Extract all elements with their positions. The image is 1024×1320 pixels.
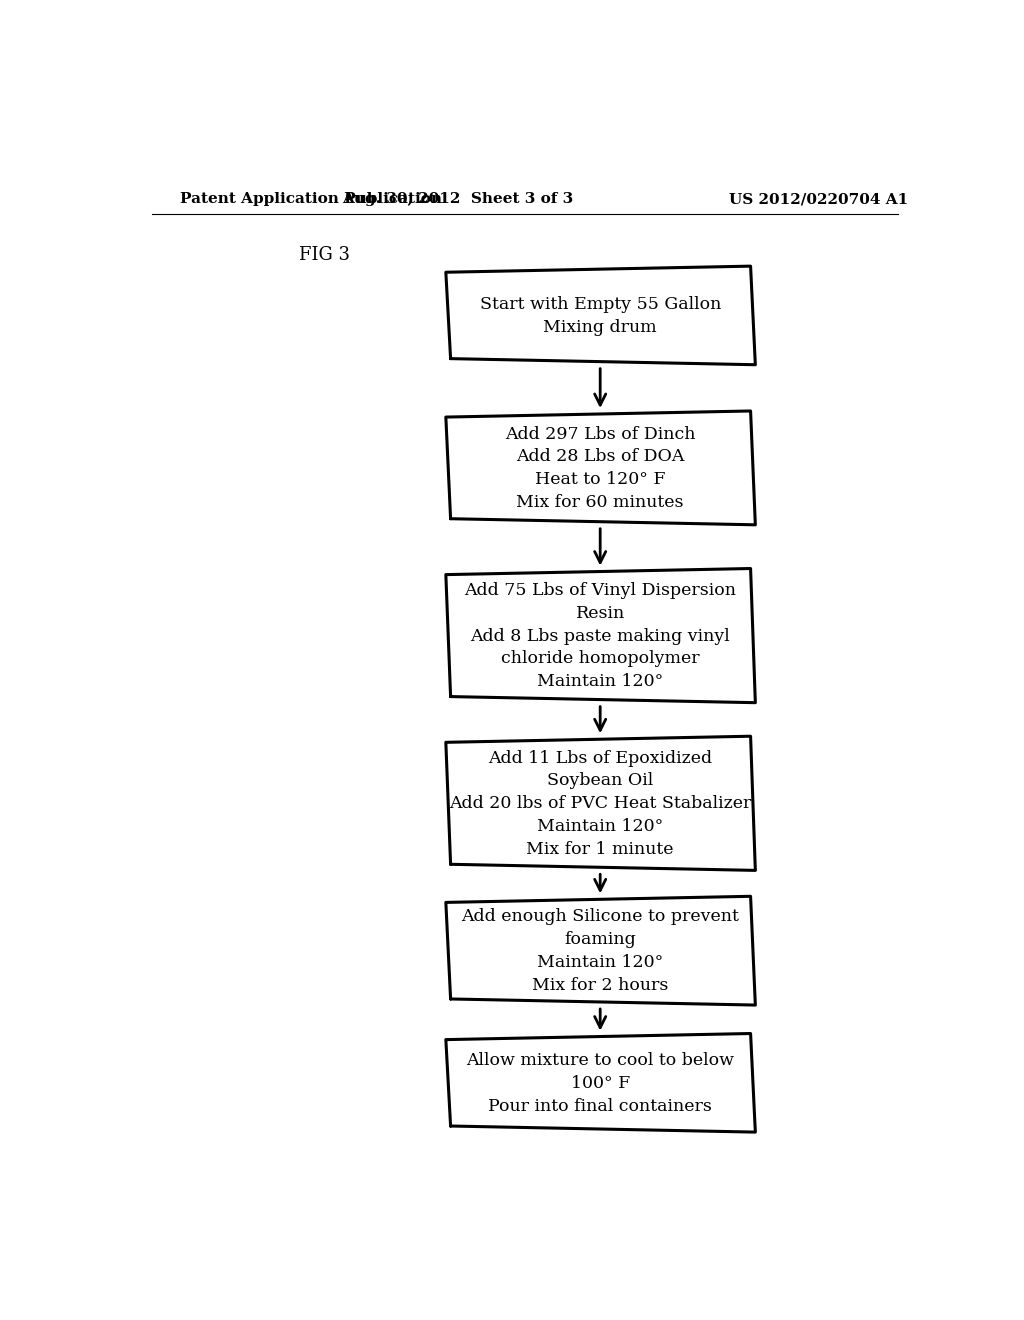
Text: Add 11 Lbs of Epoxidized
Soybean Oil
Add 20 lbs of PVC Heat Stabalizer
Maintain : Add 11 Lbs of Epoxidized Soybean Oil Add… bbox=[449, 750, 752, 858]
Text: Add 75 Lbs of Vinyl Dispersion
Resin
Add 8 Lbs paste making vinyl
chloride homop: Add 75 Lbs of Vinyl Dispersion Resin Add… bbox=[464, 582, 736, 690]
Text: Start with Empty 55 Gallon
Mixing drum: Start with Empty 55 Gallon Mixing drum bbox=[479, 296, 721, 335]
Text: Add enough Silicone to prevent
foaming
Maintain 120°
Mix for 2 hours: Add enough Silicone to prevent foaming M… bbox=[461, 908, 739, 994]
Text: Allow mixture to cool to below
100° F
Pour into final containers: Allow mixture to cool to below 100° F Po… bbox=[466, 1052, 734, 1114]
Text: FIG 3: FIG 3 bbox=[299, 246, 349, 264]
Text: Add 297 Lbs of Dinch
Add 28 Lbs of DOA
Heat to 120° F
Mix for 60 minutes: Add 297 Lbs of Dinch Add 28 Lbs of DOA H… bbox=[505, 425, 695, 511]
Text: Aug. 30, 2012  Sheet 3 of 3: Aug. 30, 2012 Sheet 3 of 3 bbox=[342, 191, 573, 206]
Text: US 2012/0220704 A1: US 2012/0220704 A1 bbox=[729, 191, 908, 206]
Text: Patent Application Publication: Patent Application Publication bbox=[179, 191, 441, 206]
